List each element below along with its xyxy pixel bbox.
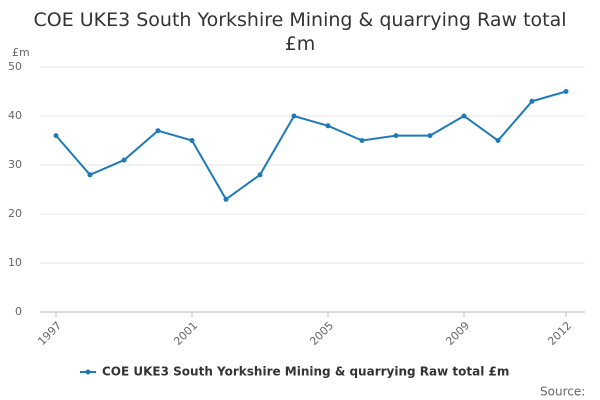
x-tick-label: 2001 (171, 319, 200, 348)
y-tick-label: 40 (8, 109, 22, 122)
y-tick-label: 10 (8, 256, 22, 269)
point (53, 133, 59, 139)
point (461, 113, 467, 119)
point (427, 133, 433, 139)
x-tick-label: 2005 (307, 319, 336, 348)
point (87, 172, 93, 178)
line (55, 90, 567, 201)
legend-label: COE UKE3 South Yorkshire Mining & quarry… (102, 365, 509, 379)
point (393, 133, 399, 139)
point (495, 138, 501, 143)
y-tick-label: 30 (8, 158, 22, 171)
source: Source: (540, 385, 585, 399)
point (291, 113, 297, 119)
point (189, 138, 195, 143)
point (155, 128, 161, 134)
y-tick-label: 20 (8, 207, 22, 220)
point (325, 123, 331, 129)
x-tick-label: 2012 (545, 319, 574, 348)
x-tick-label: 1997 (35, 319, 64, 348)
y-axis-label: £m (12, 46, 30, 59)
point (563, 89, 569, 94)
point (359, 138, 365, 143)
y-tick-label: 0 (15, 305, 22, 318)
y-tick-label: 50 (8, 60, 22, 73)
point (223, 196, 229, 202)
point (121, 157, 127, 163)
chart-title: COE UKE3 South Yorkshire Mining & quarry… (33, 9, 567, 55)
point (257, 172, 263, 178)
legend-marker (85, 369, 91, 375)
point (529, 98, 535, 104)
x-tick-label: 2009 (443, 319, 472, 348)
